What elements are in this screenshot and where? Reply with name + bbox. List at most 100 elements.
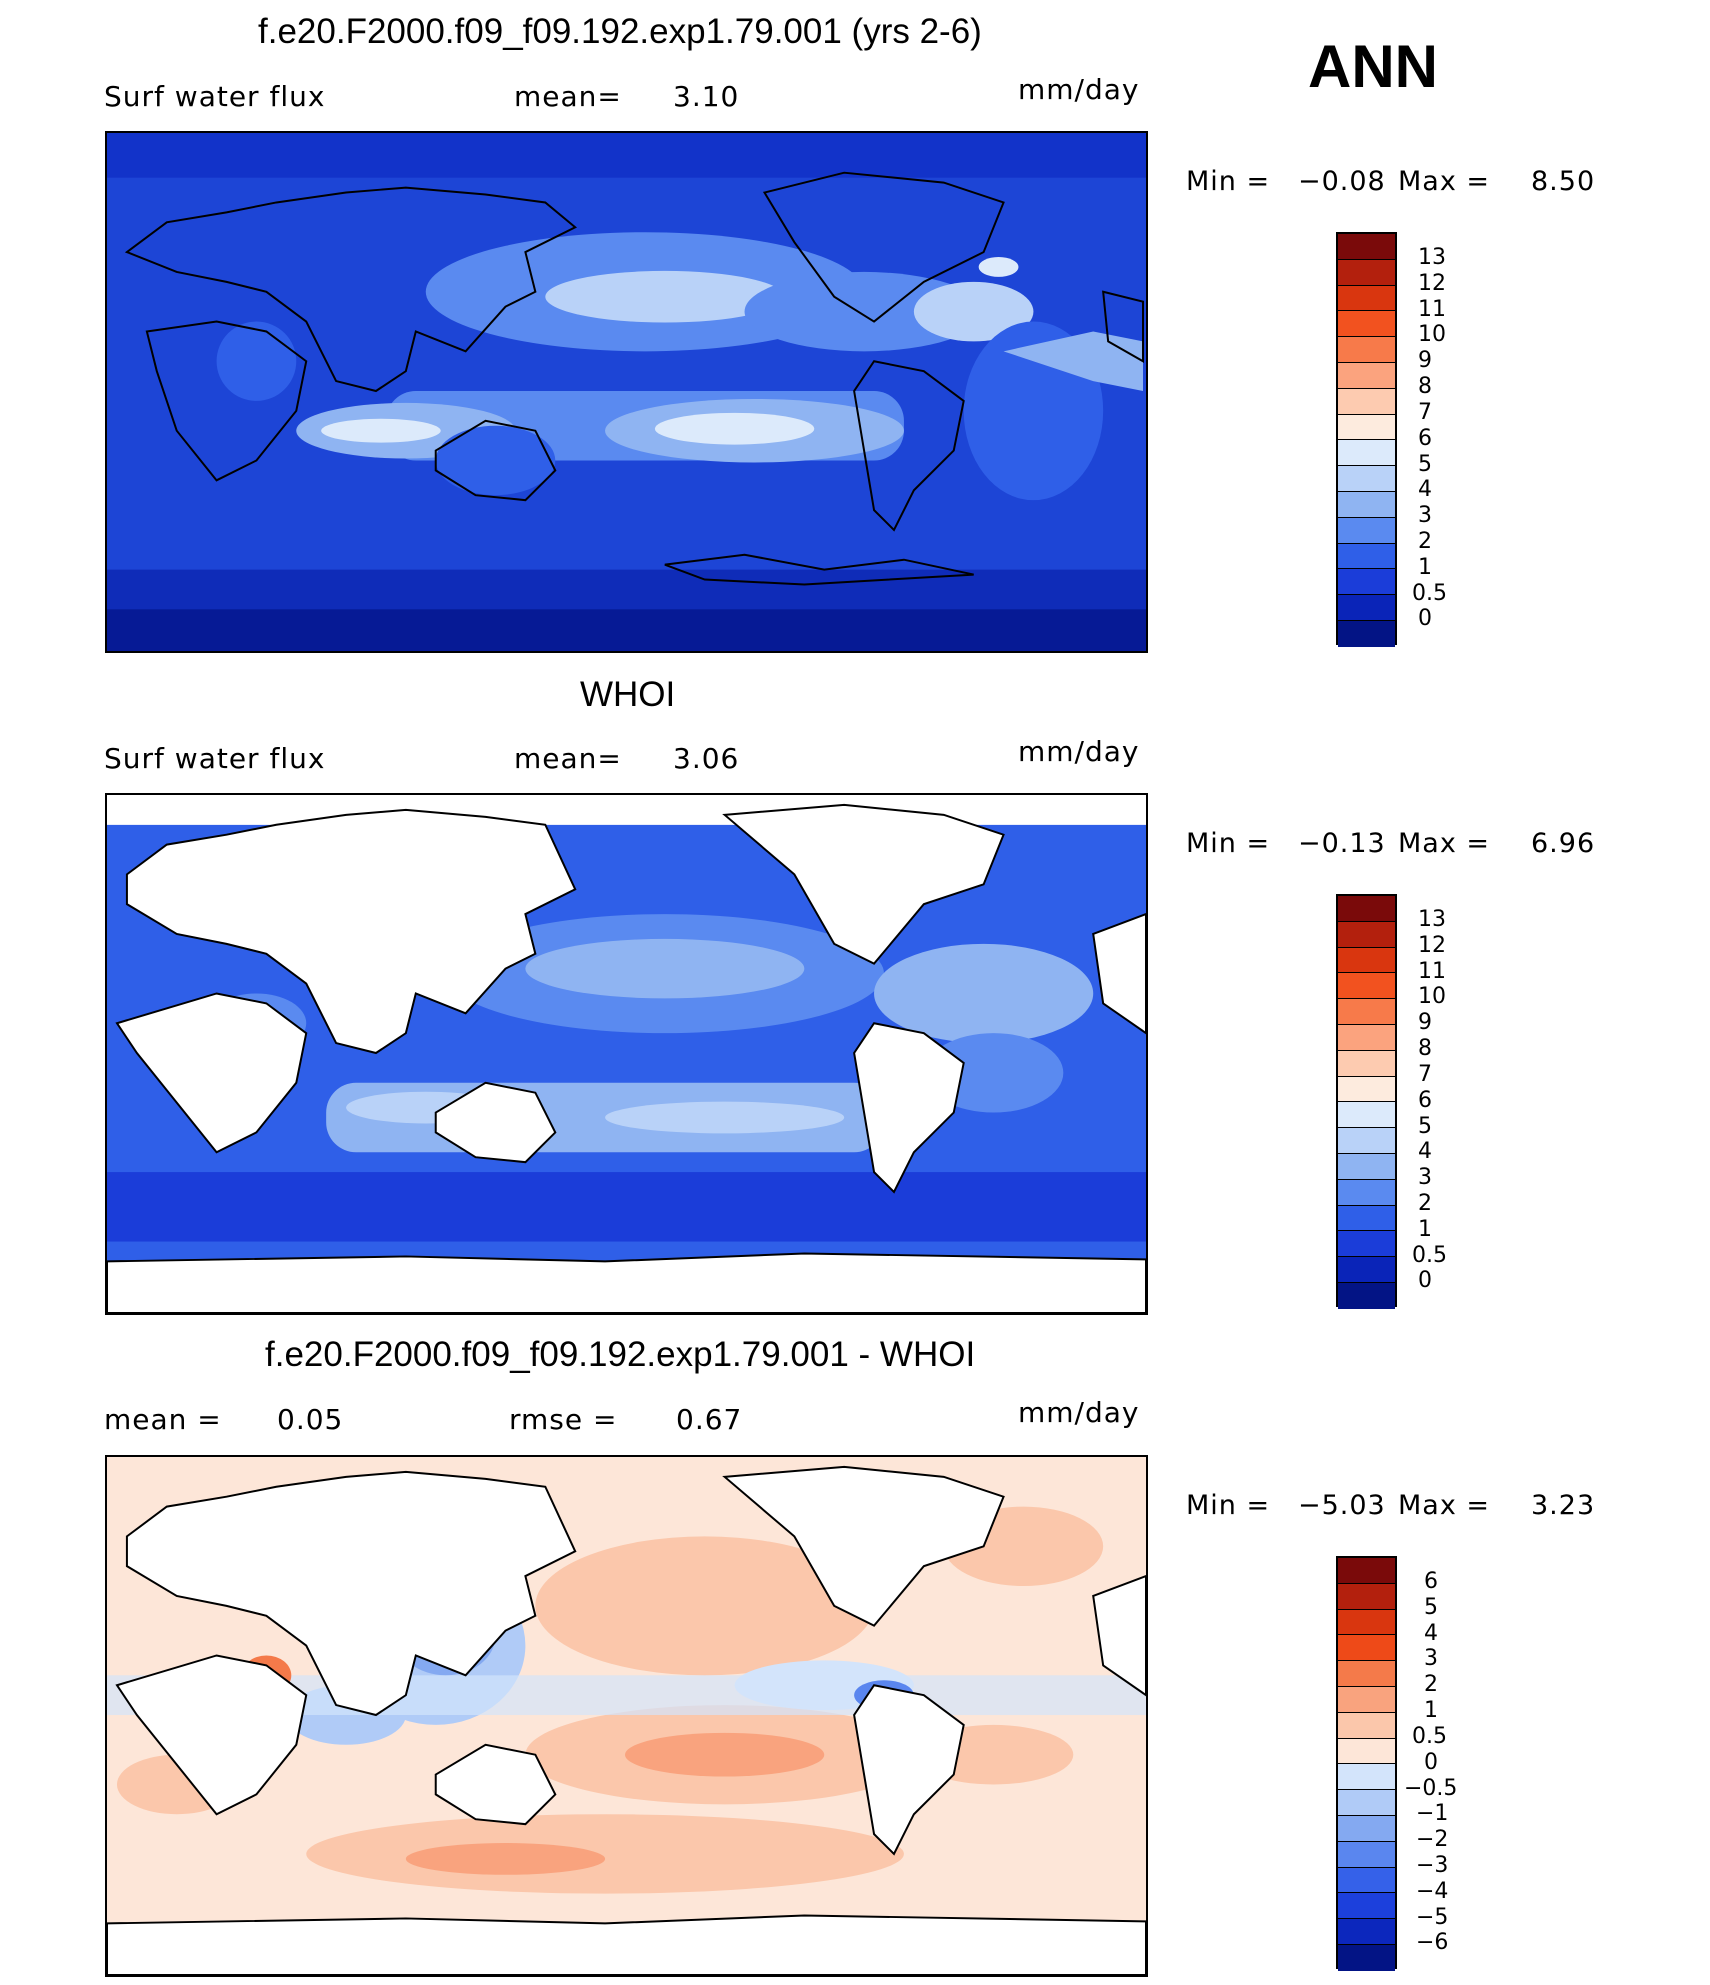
panel3-colorbar-label: −0.5 — [1404, 1776, 1458, 1801]
colorbar-swatch — [1338, 1841, 1395, 1868]
panel3-colorbar-label: −2 — [1416, 1827, 1449, 1852]
colorbar-swatch — [1338, 896, 1395, 922]
colorbar-swatch — [1338, 311, 1395, 338]
panel3-colorbar-label: 4 — [1424, 1621, 1438, 1646]
panel1-mean-label: mean= — [514, 80, 622, 113]
panel1-colorbar-label: 7 — [1418, 400, 1432, 425]
panel1-title: f.e20.F2000.f09_f09.192.exp1.79.001 (yrs… — [258, 12, 982, 51]
colorbar-swatch — [1338, 1635, 1395, 1662]
colorbar-swatch — [1338, 234, 1395, 260]
colorbar-swatch — [1338, 1661, 1395, 1687]
panel2-max-label: Max = — [1398, 828, 1491, 859]
colorbar-swatch — [1338, 620, 1395, 647]
panel2-variable-label: Surf water flux — [104, 742, 326, 775]
panel3-rmse-label: rmse = — [509, 1403, 618, 1436]
colorbar-swatch — [1338, 1583, 1395, 1610]
colorbar-swatch — [1338, 1686, 1395, 1713]
colorbar-swatch — [1338, 414, 1395, 441]
colorbar-swatch — [1338, 440, 1395, 467]
panel2-map — [105, 793, 1148, 1315]
colorbar-swatch — [1338, 1076, 1395, 1103]
panel3-colorbar-label: −5 — [1416, 1905, 1449, 1930]
panel2-colorbar-label: 8 — [1418, 1036, 1432, 1061]
panel3-map-graphic — [107, 1457, 1146, 1975]
colorbar-swatch — [1338, 595, 1395, 621]
panel2-map-graphic — [107, 795, 1146, 1313]
panel1-map-graphic — [107, 133, 1146, 651]
panel3-max-value: 3.23 — [1531, 1490, 1596, 1521]
panel2-colorbar-label: 12 — [1418, 933, 1446, 958]
panel1-units: mm/day — [1018, 73, 1140, 106]
colorbar-swatch — [1338, 1257, 1395, 1283]
panel2-mean-value: 3.06 — [673, 742, 740, 775]
panel1-map — [105, 131, 1148, 653]
panel3-colorbar-label: −3 — [1416, 1853, 1449, 1878]
colorbar-swatch — [1338, 1050, 1395, 1077]
panel2-min-value: −0.13 — [1298, 828, 1386, 859]
colorbar-swatch — [1338, 999, 1395, 1025]
panel1-colorbar-label: 3 — [1418, 503, 1432, 528]
panel3-mean-label: mean = — [104, 1403, 222, 1436]
panel3-colorbar-label: 6 — [1424, 1569, 1438, 1594]
panel2-colorbar-label: 1 — [1418, 1217, 1432, 1242]
colorbar-swatch — [1338, 517, 1395, 544]
panel3-title: f.e20.F2000.f09_f09.192.exp1.79.001 - WH… — [265, 1335, 976, 1374]
panel3-colorbar — [1336, 1556, 1397, 1971]
panel1-colorbar-label: 2 — [1418, 529, 1432, 554]
panel1-min-value: −0.08 — [1298, 166, 1386, 197]
colorbar-swatch — [1338, 947, 1395, 974]
panel1-colorbar-label: 0.5 — [1412, 581, 1447, 606]
colorbar-swatch — [1338, 1282, 1395, 1309]
panel1-colorbar-label: 8 — [1418, 374, 1432, 399]
panel3-min-value: −5.03 — [1298, 1490, 1386, 1521]
panel2-colorbar-label: 9 — [1418, 1010, 1432, 1035]
panel2-colorbar-label: 3 — [1418, 1165, 1432, 1190]
panel3-colorbar-label: 5 — [1424, 1595, 1438, 1620]
colorbar-swatch — [1338, 1205, 1395, 1232]
colorbar-swatch — [1338, 388, 1395, 415]
colorbar-swatch — [1338, 569, 1395, 596]
panel3-rmse-value: 0.67 — [676, 1403, 743, 1436]
colorbar-swatch — [1338, 1102, 1395, 1129]
colorbar-swatch — [1338, 1893, 1395, 1920]
panel1-colorbar-label: 0 — [1418, 606, 1432, 631]
panel3-mean-value: 0.05 — [277, 1403, 344, 1436]
panel2-colorbar-label: 7 — [1418, 1062, 1432, 1087]
panel1-mean-value: 3.10 — [673, 80, 740, 113]
colorbar-swatch — [1338, 1712, 1395, 1739]
panel3-colorbar-label: 2 — [1424, 1672, 1438, 1697]
panel2-title: WHOI — [580, 675, 676, 714]
panel1-colorbar-label: 12 — [1418, 271, 1446, 296]
panel2-colorbar-label: 5 — [1418, 1114, 1432, 1139]
panel1-colorbar-label: 9 — [1418, 348, 1432, 373]
panel2-colorbar — [1336, 894, 1397, 1309]
colorbar-swatch — [1338, 337, 1395, 363]
panel2-units: mm/day — [1018, 735, 1140, 768]
colorbar-swatch — [1338, 1128, 1395, 1154]
colorbar-swatch — [1338, 1558, 1395, 1584]
panel1-colorbar — [1336, 232, 1397, 647]
colorbar-swatch — [1338, 285, 1395, 312]
panel2-colorbar-label: 0.5 — [1412, 1243, 1447, 1268]
panel2-colorbar-label: 6 — [1418, 1088, 1432, 1113]
panel2-colorbar-label: 0 — [1418, 1268, 1432, 1293]
colorbar-swatch — [1338, 466, 1395, 492]
panel2-colorbar-label: 2 — [1418, 1191, 1432, 1216]
colorbar-swatch — [1338, 1815, 1395, 1842]
panel1-colorbar-label: 5 — [1418, 452, 1432, 477]
panel2-colorbar-label: 4 — [1418, 1139, 1432, 1164]
colorbar-swatch — [1338, 362, 1395, 389]
colorbar-swatch — [1338, 1944, 1395, 1971]
colorbar-swatch — [1338, 973, 1395, 1000]
panel3-map — [105, 1455, 1148, 1977]
colorbar-swatch — [1338, 921, 1395, 948]
colorbar-swatch — [1338, 1024, 1395, 1051]
colorbar-swatch — [1338, 1919, 1395, 1945]
panel3-colorbar-label: 0.5 — [1412, 1724, 1447, 1749]
panel1-max-value: 8.50 — [1531, 166, 1596, 197]
colorbar-swatch — [1338, 1738, 1395, 1765]
season-label: ANN — [1308, 33, 1438, 100]
colorbar-swatch — [1338, 1790, 1395, 1816]
panel3-colorbar-label: 3 — [1424, 1646, 1438, 1671]
panel1-variable-label: Surf water flux — [104, 80, 326, 113]
